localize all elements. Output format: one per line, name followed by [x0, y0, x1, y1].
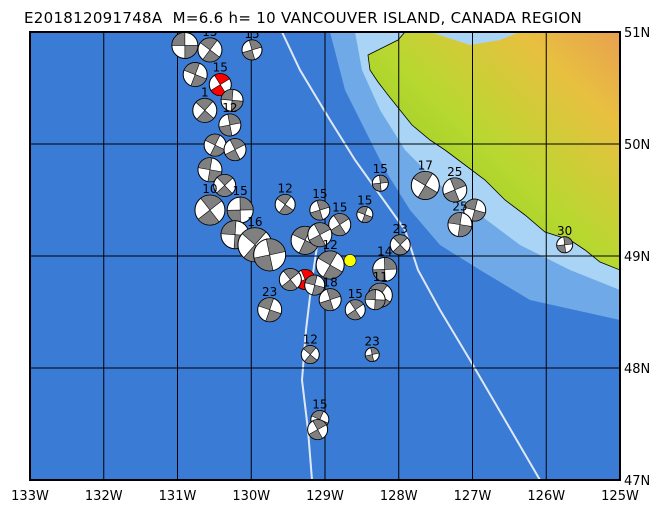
focal-mechanism-beachball[interactable] — [203, 133, 227, 157]
event-depth-label: 12 — [278, 181, 293, 195]
focal-mechanism-beachball[interactable] — [278, 268, 302, 292]
focal-mechanism-beachball[interactable] — [241, 39, 263, 61]
event-depth-label: 16 — [247, 215, 262, 229]
focal-mechanism-beachball[interactable] — [410, 170, 440, 200]
focal-mechanism-beachball[interactable] — [194, 194, 226, 226]
focal-mechanism-beachball[interactable] — [213, 173, 237, 197]
focal-mechanism-beachball[interactable] — [442, 177, 468, 203]
focal-mechanism-beachball[interactable] — [309, 199, 331, 221]
focal-mechanism-beachball[interactable] — [364, 347, 380, 363]
focal-mechanism-beachball[interactable] — [463, 198, 487, 222]
lat-tick-label: 50N — [624, 138, 650, 153]
lon-tick-label: 132W — [85, 489, 123, 504]
event-depth-label: 15 — [357, 194, 372, 208]
vancouver-island-land — [367, 32, 620, 271]
lon-tick-label: 130W — [232, 489, 270, 504]
event-depth-label: 15 — [312, 398, 327, 412]
lon-tick-label: 127W — [454, 489, 492, 504]
event-depth-label: 11 — [373, 270, 388, 284]
focal-mechanism-beachball[interactable] — [182, 62, 208, 88]
event-depth-label: 14 — [377, 244, 392, 258]
focal-mechanism-beachball[interactable] — [253, 238, 287, 272]
event-depth-label: 23 — [365, 335, 380, 349]
map-title: E201812091748A M=6.6 h= 10 VANCOUVER ISL… — [24, 9, 583, 27]
focal-mechanism-beachball[interactable] — [171, 32, 199, 59]
lat-tick-label: 49N — [624, 250, 650, 265]
focal-mechanism-beachball[interactable] — [223, 138, 247, 162]
event-depth-label: 18 — [323, 276, 338, 290]
epicenter-marker[interactable] — [343, 254, 357, 267]
focal-mechanism-beachball[interactable] — [372, 256, 398, 282]
focal-mechanism-beachball[interactable] — [307, 419, 329, 441]
focal-mechanism-beachball[interactable] — [304, 274, 326, 296]
lat-tick-label: 47N — [624, 474, 650, 489]
event-layer: 15 15 15 1 12 15 17 25 10 15 12 15 15 15 16 25 23 30 12 14 1… — [171, 25, 574, 441]
map-frame — [29, 31, 621, 481]
lat-tick-label: 51N — [624, 26, 650, 41]
focal-mechanism-beachball[interactable] — [220, 88, 244, 112]
focal-mechanism-beachball[interactable] — [371, 174, 389, 192]
event-depth-label: 12 — [222, 101, 237, 115]
event-depth-label: 15 — [373, 162, 388, 176]
plate-boundary — [281, 32, 541, 480]
focal-mechanism-beachball[interactable] — [318, 288, 342, 312]
event-depth-label: 10 — [202, 182, 217, 196]
event-depth-label: 25 — [452, 200, 467, 214]
focal-mechanism-beachball[interactable] — [556, 236, 574, 254]
focal-mechanism-beachball[interactable] — [447, 212, 473, 238]
lon-tick-label: 129W — [306, 489, 344, 504]
focal-mechanism-beachball[interactable] — [356, 206, 374, 224]
event-depth-label: 23 — [262, 285, 277, 299]
focal-mechanism-beachball[interactable] — [257, 297, 283, 323]
lon-tick-label: 126W — [527, 489, 565, 504]
event-depth-label: 15 — [233, 184, 248, 198]
event-depth-label: 15 — [348, 287, 363, 301]
focal-mechanism-beachball[interactable] — [274, 193, 296, 215]
event-depth-label: 15 — [332, 201, 347, 215]
event-depth-label: 25 — [447, 165, 462, 179]
event-depth-label: 12 — [303, 333, 318, 347]
focal-mechanism-beachball[interactable] — [389, 234, 411, 256]
lon-tick-label: 128W — [380, 489, 418, 504]
lon-tick-label: 131W — [159, 489, 197, 504]
lon-tick-label: 125W — [601, 489, 639, 504]
focal-mechanism-beachball[interactable] — [192, 97, 218, 123]
focal-mechanism-beachball[interactable] — [300, 345, 320, 365]
event-depth-label: 12 — [323, 238, 338, 252]
focal-mechanism-beachball[interactable] — [197, 37, 223, 63]
event-depth-label: 17 — [418, 158, 433, 172]
event-depth-label: 1 — [201, 85, 209, 99]
focal-mechanism-beachball[interactable] — [344, 299, 366, 321]
event-depth-label: 15 — [244, 27, 259, 41]
event-depth-label: 15 — [213, 61, 228, 75]
event-depth-label: 15 — [202, 25, 217, 39]
event-depth-label: 30 — [557, 224, 572, 238]
focal-mechanism-beachball[interactable] — [218, 113, 242, 137]
focal-mechanism-beachball[interactable] — [226, 196, 254, 224]
focal-mechanism-beachball[interactable] — [315, 250, 345, 280]
event-depth-label: 15 — [312, 187, 327, 201]
event-depth-label: 23 — [393, 222, 408, 236]
focal-mechanism-beachball[interactable] — [364, 289, 386, 311]
lat-tick-label: 48N — [624, 362, 650, 377]
lon-tick-label: 133W — [11, 489, 49, 504]
ocean-inlet — [430, 32, 520, 45]
focal-mechanism-beachball[interactable] — [307, 222, 333, 248]
axis-labels: 133W 132W 131W 130W 129W 128W 127W 126W 125W 51N 5… — [11, 26, 650, 504]
